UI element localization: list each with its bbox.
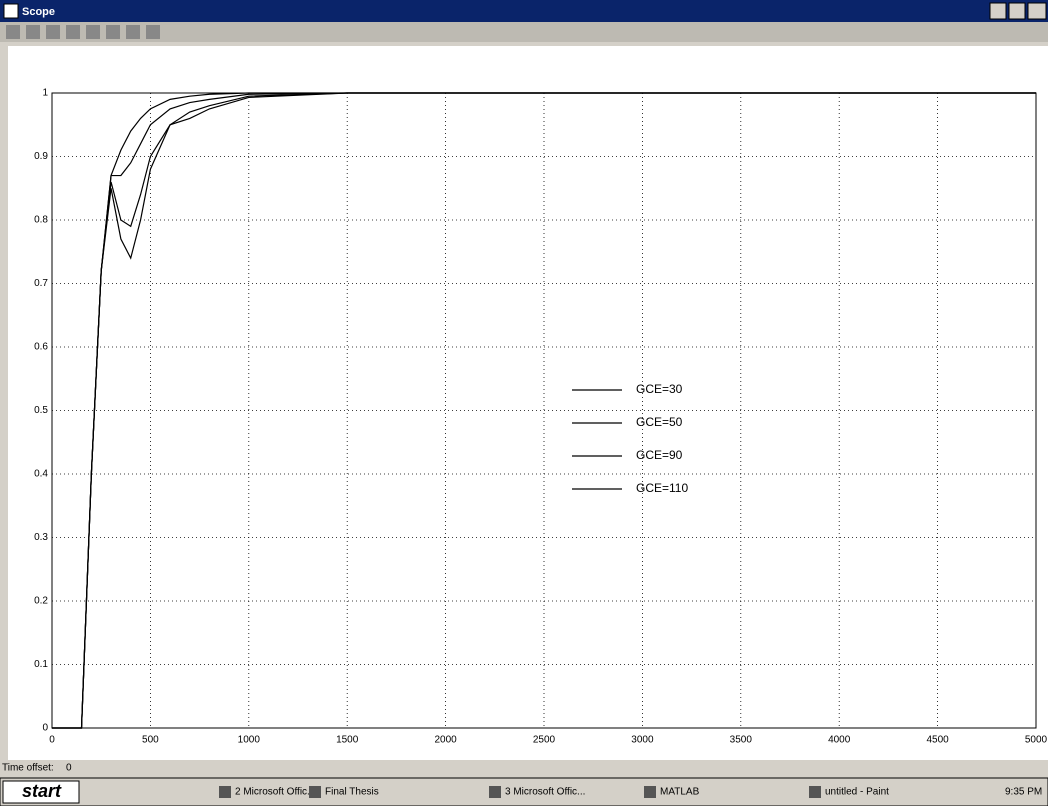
y-tick-label: 0.1 — [34, 659, 48, 670]
screen: Scope 0 500 1000 1500 2000 2500 3000 3500 4000 45… — [0, 0, 1048, 806]
legend-label: GCE=110 — [636, 481, 688, 495]
close-button[interactable] — [1028, 3, 1046, 19]
x-tick-label: 3500 — [730, 735, 753, 746]
taskbar-item[interactable]: MATLAB — [660, 787, 700, 798]
y-tick-label: 0.4 — [34, 469, 48, 480]
maximize-button[interactable] — [1009, 3, 1025, 19]
x-tick-label: 3000 — [631, 735, 654, 746]
y-tick-label: 0.9 — [34, 151, 48, 162]
clock: 9:35 PM — [1005, 787, 1042, 798]
taskbar-item[interactable]: Final Thesis — [325, 787, 379, 798]
taskbar-icon — [489, 786, 501, 798]
x-tick-label: 1500 — [336, 735, 359, 746]
title-bar — [0, 0, 1048, 22]
toolbar-button[interactable] — [26, 25, 40, 39]
x-tick-label: 5000 — [1025, 735, 1048, 746]
legend-label: GCE=50 — [636, 415, 683, 429]
y-tick-label: 0.6 — [34, 342, 48, 353]
taskbar-item[interactable]: untitled - Paint — [825, 787, 889, 798]
x-tick-label: 1000 — [238, 735, 261, 746]
x-tick-label: 2500 — [533, 735, 556, 746]
y-tick-label: 0.2 — [34, 596, 48, 607]
time-offset-label: Time offset: — [2, 763, 54, 774]
x-tick-label: 4000 — [828, 735, 851, 746]
toolbar-button[interactable] — [146, 25, 160, 39]
toolbar-button[interactable] — [106, 25, 120, 39]
x-tick-label: 0 — [49, 735, 55, 746]
taskbar-item[interactable]: 3 Microsoft Offic... — [505, 787, 585, 798]
legend-label: GCE=90 — [636, 448, 683, 462]
taskbar-icon — [309, 786, 321, 798]
minimize-button[interactable] — [990, 3, 1006, 19]
x-tick-label: 4500 — [926, 735, 949, 746]
y-tick-label: 0.5 — [34, 405, 48, 416]
toolbar-button[interactable] — [126, 25, 140, 39]
taskbar-icon — [809, 786, 821, 798]
x-tick-label: 500 — [142, 735, 159, 746]
window-title: Scope — [22, 6, 55, 18]
app-icon — [4, 4, 18, 18]
taskbar-icon — [219, 786, 231, 798]
y-tick-label: 0.3 — [34, 532, 48, 543]
page: { "window": {"title": "Scope"}, "chart_d… — [0, 0, 1048, 806]
y-tick-label: 1 — [42, 88, 48, 99]
taskbar-item[interactable]: 2 Microsoft Offic... — [235, 787, 315, 798]
toolbar-button[interactable] — [6, 25, 20, 39]
y-tick-label: 0.8 — [34, 215, 48, 226]
toolbar-button[interactable] — [66, 25, 80, 39]
y-tick-label: 0 — [42, 723, 48, 734]
plot: 0 500 1000 1500 2000 2500 3000 3500 4000 4500 5000… — [34, 88, 1047, 746]
toolbar-button[interactable] — [46, 25, 60, 39]
start-label: start — [22, 781, 62, 801]
legend-label: GCE=30 — [636, 382, 683, 396]
y-tick-label: 0.7 — [34, 278, 48, 289]
x-tick-label: 2000 — [434, 735, 457, 746]
toolbar-button[interactable] — [86, 25, 100, 39]
taskbar-icon — [644, 786, 656, 798]
time-offset-value: 0 — [66, 763, 72, 774]
